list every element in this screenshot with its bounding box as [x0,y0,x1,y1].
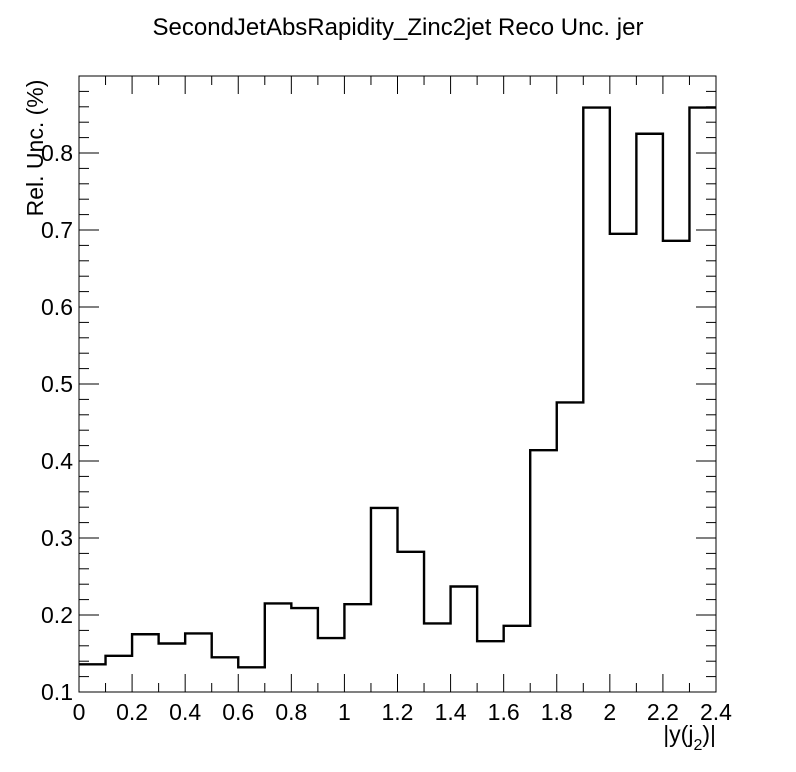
x-axis-label-end: )| [702,721,716,747]
histogram-series [79,106,716,669]
x-tick-labels: 0 0.2 0.4 0.6 0.8 1 1.2 1.4 1.6 1.8 2 2.2 2.4 [73,699,733,725]
x-tick-label: 0 [73,699,86,725]
x-tick-label: 2.2 [647,699,679,725]
x-axis-ticks [78,76,717,692]
x-tick-label: 0.8 [275,699,307,725]
y-axis-ticks [79,75,716,693]
x-tick-label: 0.6 [222,699,254,725]
x-tick-label: 0.4 [169,699,201,725]
y-tick-label: 0.6 [41,294,73,320]
y-axis-label: Rel. Unc. (%) [22,80,48,217]
y-tick-label: 0.4 [41,448,73,474]
x-tick-label: 1.8 [541,699,573,725]
plot-frame [78,75,717,693]
x-tick-label: 1.6 [488,699,520,725]
y-tick-label: 0.7 [41,217,73,243]
x-tick-label: 1.4 [435,699,467,725]
chart-title: SecondJetAbsRapidity_Zinc2jet Reco Unc. … [153,14,644,41]
x-axis-label-subscript: 2 [693,737,702,754]
x-axis-label-main: |y(j [663,721,693,747]
y-tick-label: 0.2 [41,602,73,628]
y-tick-label: 0.5 [41,371,73,397]
y-tick-label: 0.8 [41,140,73,166]
y-tick-label: 0.3 [41,525,73,551]
x-tick-label: 2 [603,699,616,725]
x-tick-label: 0.2 [116,699,148,725]
y-tick-label: 0.1 [41,679,73,705]
x-tick-label: 1 [338,699,351,725]
x-tick-label: 2.4 [700,699,732,725]
x-tick-label: 1.2 [382,699,414,725]
y-tick-labels: 0.1 0.2 0.3 0.4 0.5 0.6 0.7 0.8 [41,140,73,705]
histogram-step-line [79,106,716,669]
x-axis-label: |y(j2)| [663,721,716,754]
